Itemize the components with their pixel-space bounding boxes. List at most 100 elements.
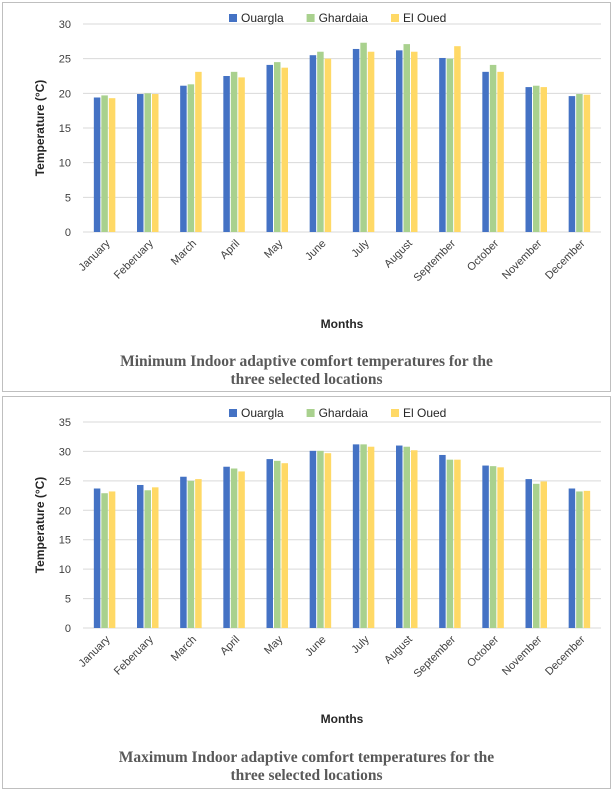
max-chart-bar-ouargla-january: [93, 488, 101, 628]
min-chart-bar-ghardaia-july: [360, 42, 367, 232]
max-chart-bar-ghardaia-may: [274, 460, 281, 628]
max-temperature-chart-panel: 0 5 10 15 20 25 30 35 January Feberuary March April…: [2, 396, 611, 789]
max-chart-x-tick-label-june: June: [303, 634, 328, 659]
max-chart-x-tick-label-august: August: [382, 634, 415, 667]
max-chart-x-tick-label-may: May: [262, 633, 286, 657]
min-chart-x-tick-label-october: October: [465, 237, 501, 273]
max-chart-x-tick-label-november: November: [500, 633, 545, 678]
min-chart-bar-el-oued-june: [324, 58, 332, 232]
min-chart-bar-ghardaia-june: [317, 51, 324, 232]
min-chart-bar-el-oued-feberuary: [152, 94, 159, 232]
min-chart-x-tick-label-july: July: [349, 237, 372, 260]
max-temperature-chart: 0 5 10 15 20 25 30 35 January Feberuary March April…: [33, 406, 601, 726]
max-chart-x-tick-label-september: September: [412, 633, 459, 680]
max-chart-x-tick-label-october: October: [465, 633, 501, 669]
max-chart-bar-ghardaia-june: [317, 450, 324, 628]
min-chart-legend-label-ghardaia: Ghardaia: [319, 11, 369, 25]
max-chart-bar-ouargla-march: [180, 476, 187, 628]
max-chart-x-tick-label-july: July: [349, 633, 372, 656]
min-chart-bar-el-oued-january: [108, 98, 116, 232]
max-chart-bar-ghardaia-april: [230, 468, 238, 628]
min-chart-legend-label-ouargla: Ouargla: [241, 11, 284, 25]
min-chart-bar-el-oued-august: [411, 51, 418, 232]
max-chart-bar-ghardaia-july: [360, 444, 367, 628]
max-chart-bar-el-oued-september: [454, 459, 461, 628]
min-chart-legend-swatch-ouargla: [229, 14, 237, 22]
max-chart-bar-ghardaia-november: [533, 483, 540, 628]
min-chart-x-tick-label-august: August: [382, 238, 415, 271]
min-chart-bar-ouargla-april: [223, 76, 230, 232]
max-chart-x-tick-label-march: March: [169, 634, 199, 664]
min-temperature-chart: 0 5 10 15 20 25 30 January Feberuary March April Ma…: [33, 11, 601, 331]
min-chart-bar-ghardaia-april: [230, 71, 238, 232]
max-chart-bar-el-oued-june: [324, 453, 332, 628]
max-chart-bar-ouargla-may: [266, 459, 273, 628]
max-chart-bar-ghardaia-feberuary: [144, 490, 151, 628]
max-chart-legend-label-ghardaia: Ghardaia: [319, 406, 369, 420]
max-chart-legend-swatch-ouargla: [229, 409, 237, 417]
max-chart-bar-el-oued-may: [281, 463, 288, 628]
min-chart-bar-ghardaia-december: [576, 94, 583, 232]
max-chart-bar-ouargla-august: [396, 445, 403, 628]
max-chart-caption-line-2: three selected locations: [230, 767, 383, 784]
min-chart-bar-el-oued-april: [238, 77, 245, 233]
min-temperature-chart-panel: 0 5 10 15 20 25 30 January Feberuary March April Ma…: [2, 2, 611, 392]
min-chart-bar-ghardaia-feberuary: [144, 93, 151, 232]
max-chart-x-tick-label-january: January: [77, 633, 114, 670]
max-chart-bar-ghardaia-january: [101, 493, 108, 628]
min-chart-x-tick-label-june: June: [303, 238, 328, 263]
min-chart-bar-ghardaia-january: [101, 95, 108, 232]
min-chart-y-tick-label: 5: [65, 192, 71, 204]
min-chart-legend-label-el-oued: El Oued: [403, 11, 446, 25]
min-chart-x-tick-label-september: September: [412, 237, 459, 284]
min-chart-bar-el-oued-november: [540, 87, 547, 233]
max-chart-bar-ouargla-feberuary: [137, 484, 144, 628]
max-chart-y-tick-label: 20: [59, 505, 71, 517]
min-chart-x-tick-label-april: April: [218, 238, 242, 262]
min-chart-caption: Minimum Indoor adaptive comfort temperat…: [3, 353, 610, 389]
max-chart-y-tick-label: 10: [59, 564, 71, 576]
min-chart-bar-ouargla-august: [396, 50, 403, 233]
max-chart-bar-ghardaia-september: [446, 459, 454, 628]
max-chart-bar-ouargla-october: [482, 465, 489, 628]
min-chart-bar-ouargla-january: [93, 97, 101, 232]
min-chart-bar-ouargla-december: [568, 96, 576, 233]
max-chart-legend-swatch-el-oued: [391, 409, 399, 417]
min-chart-bar-ghardaia-november: [533, 85, 540, 232]
max-chart-bar-el-oued-november: [540, 481, 547, 628]
min-chart-bar-el-oued-july: [367, 51, 375, 232]
max-chart-bar-ghardaia-august: [403, 446, 410, 628]
min-chart-x-axis-title: Months: [321, 317, 364, 331]
min-chart-bar-ouargla-september: [439, 57, 446, 233]
max-chart-y-tick-label: 5: [65, 594, 71, 606]
min-chart-legend-swatch-ghardaia: [306, 14, 315, 22]
max-chart-y-tick-label: 15: [59, 535, 71, 547]
max-chart-bar-el-oued-feberuary: [152, 487, 159, 628]
max-chart-caption: Maximum Indoor adaptive comfort temperat…: [3, 749, 610, 785]
min-chart-x-tick-label-november: November: [500, 237, 545, 282]
min-chart-bar-ouargla-june: [309, 55, 317, 233]
min-chart-caption-line-2: three selected locations: [230, 371, 383, 388]
min-chart-x-tick-label-may: May: [262, 237, 286, 261]
min-chart-bar-el-oued-october: [497, 71, 504, 232]
min-chart-bar-ghardaia-march: [187, 84, 195, 232]
max-chart-legend-label-ouargla: Ouargla: [241, 406, 284, 420]
max-chart-x-tick-label-december: December: [543, 633, 588, 678]
max-chart-bar-el-oued-april: [238, 471, 245, 628]
min-chart-bar-ouargla-feberuary: [137, 94, 144, 232]
max-chart-bar-el-oued-december: [583, 490, 591, 628]
min-chart-bar-ouargla-march: [180, 85, 187, 232]
min-chart-y-axis-title: Temperature (°C): [33, 80, 47, 177]
min-chart-bar-el-oued-march: [195, 71, 202, 232]
max-chart-y-tick-label: 25: [59, 476, 71, 488]
max-chart-bar-ouargla-april: [223, 466, 230, 628]
min-chart-bar-ouargla-may: [266, 64, 273, 232]
min-chart-bar-el-oued-may: [281, 67, 288, 233]
min-chart-bar-ouargla-july: [352, 48, 360, 233]
min-chart-y-tick-label: 30: [59, 19, 71, 31]
min-chart-y-tick-label: 15: [59, 123, 71, 135]
max-chart-bar-ouargla-november: [525, 479, 532, 628]
min-chart-x-tick-label-march: March: [169, 238, 199, 268]
min-chart-bar-ouargla-october: [482, 71, 489, 232]
max-chart-caption-line-1: Maximum Indoor adaptive comfort temperat…: [118, 749, 495, 766]
